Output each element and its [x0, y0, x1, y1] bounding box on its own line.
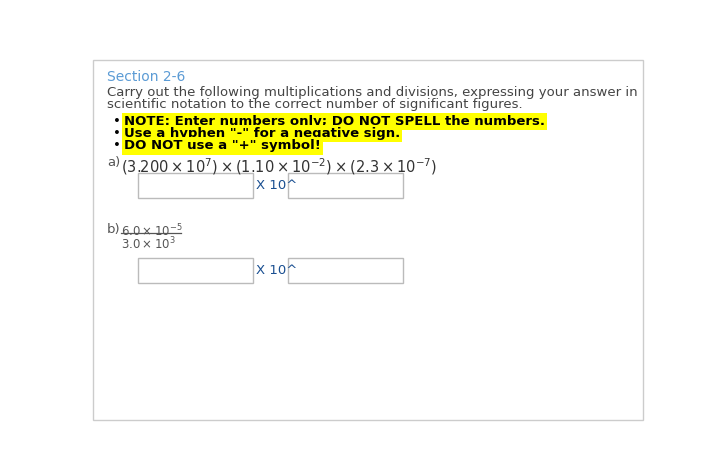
Text: •: •: [113, 139, 121, 152]
Text: Section 2-6: Section 2-6: [107, 70, 185, 84]
FancyBboxPatch shape: [288, 173, 403, 198]
Text: X 10^: X 10^: [256, 179, 297, 192]
Text: $(3.200 \times 10^{7}) \times (1.10 \times 10^{-2}) \times (2.3 \times 10^{-7})$: $(3.200 \times 10^{7}) \times (1.10 \tim…: [121, 156, 437, 177]
Text: NOTE: Enter numbers only; DO NOT SPELL the numbers.: NOTE: Enter numbers only; DO NOT SPELL t…: [123, 115, 545, 128]
Text: a): a): [107, 156, 120, 169]
Text: DO NOT use a "+" symbol!: DO NOT use a "+" symbol!: [123, 139, 321, 152]
Text: •: •: [113, 115, 121, 128]
Text: scientific notation to the correct number of significant figures.: scientific notation to the correct numbe…: [107, 98, 523, 111]
Text: Carry out the following multiplications and divisions, expressing your answer in: Carry out the following multiplications …: [107, 86, 638, 99]
FancyBboxPatch shape: [138, 258, 253, 283]
Text: $6.0\times10^{-5}$: $6.0\times10^{-5}$: [121, 223, 182, 239]
FancyBboxPatch shape: [138, 173, 253, 198]
Text: •: •: [113, 127, 121, 140]
Text: Use a hyphen "-" for a negative sign.: Use a hyphen "-" for a negative sign.: [123, 127, 400, 140]
Text: b): b): [107, 223, 121, 236]
Text: $3.0\times10^{3}$: $3.0\times10^{3}$: [121, 236, 175, 252]
FancyBboxPatch shape: [288, 258, 403, 283]
FancyBboxPatch shape: [93, 60, 643, 420]
Text: X 10^: X 10^: [256, 264, 297, 277]
